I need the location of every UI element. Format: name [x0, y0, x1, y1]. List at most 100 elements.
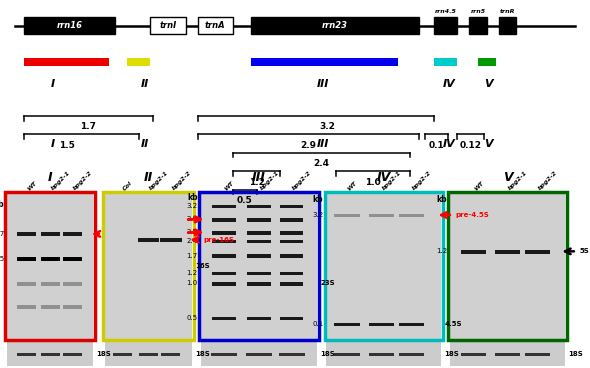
- Bar: [247, 272, 271, 275]
- Text: 18S: 18S: [568, 351, 583, 357]
- Text: I: I: [51, 139, 55, 149]
- Text: pre-4.5S: pre-4.5S: [455, 212, 490, 218]
- Bar: [448, 192, 567, 340]
- Bar: [137, 238, 159, 242]
- Bar: [326, 193, 441, 339]
- Bar: [525, 250, 550, 254]
- Text: 0.5: 0.5: [186, 315, 198, 321]
- Text: 3.2: 3.2: [186, 203, 198, 209]
- Bar: [24, 18, 115, 34]
- Text: IV: IV: [443, 139, 456, 149]
- Bar: [24, 58, 109, 66]
- Text: 18S: 18S: [195, 351, 209, 357]
- Bar: [212, 282, 235, 286]
- Text: bpg2-1: bpg2-1: [507, 170, 529, 191]
- Text: kb: kb: [187, 193, 198, 202]
- Bar: [247, 218, 271, 222]
- Text: 1.7: 1.7: [80, 122, 97, 131]
- Bar: [450, 342, 565, 366]
- Bar: [525, 353, 550, 356]
- Text: 1.2: 1.2: [186, 270, 198, 276]
- Text: rrn5: rrn5: [470, 9, 486, 14]
- Text: kb: kb: [313, 195, 323, 204]
- Text: 1.7: 1.7: [186, 253, 198, 259]
- Bar: [461, 250, 486, 254]
- Text: bpg2-2: bpg2-2: [411, 170, 432, 191]
- Text: 0.12: 0.12: [460, 141, 481, 150]
- Bar: [201, 193, 317, 339]
- Bar: [199, 192, 319, 340]
- Bar: [280, 205, 303, 209]
- Bar: [279, 353, 304, 356]
- Bar: [212, 205, 235, 209]
- Text: WT: WT: [347, 180, 358, 191]
- Bar: [247, 282, 271, 286]
- Bar: [17, 353, 35, 356]
- Text: WT: WT: [224, 180, 235, 191]
- Bar: [5, 192, 95, 340]
- Bar: [247, 317, 271, 321]
- Bar: [17, 233, 35, 236]
- Text: 1.5: 1.5: [60, 141, 76, 150]
- Text: 18S: 18S: [320, 351, 335, 357]
- Bar: [461, 353, 486, 356]
- Bar: [495, 353, 520, 356]
- Bar: [212, 272, 235, 275]
- Bar: [63, 305, 82, 309]
- Bar: [434, 18, 457, 34]
- Bar: [280, 240, 303, 243]
- Bar: [335, 213, 360, 217]
- Bar: [469, 18, 487, 34]
- Text: 23S: 23S: [320, 280, 335, 286]
- Text: 4.5S: 4.5S: [444, 321, 462, 327]
- Text: bpg2-2: bpg2-2: [537, 170, 559, 191]
- Bar: [369, 213, 394, 217]
- Bar: [212, 317, 235, 321]
- Text: 2.9: 2.9: [300, 141, 316, 150]
- Bar: [251, 58, 398, 66]
- Text: rrn16: rrn16: [56, 21, 83, 30]
- Text: 3.2: 3.2: [312, 212, 323, 218]
- Text: 16S: 16S: [195, 263, 209, 269]
- Text: bpg2-1: bpg2-1: [50, 170, 71, 191]
- Text: trnA: trnA: [205, 21, 225, 30]
- Bar: [7, 193, 93, 339]
- Text: 1.2: 1.2: [249, 177, 264, 187]
- Text: 1.0: 1.0: [365, 177, 381, 187]
- Bar: [41, 282, 60, 286]
- Text: rrn23: rrn23: [322, 21, 348, 30]
- Bar: [335, 322, 360, 326]
- Text: Col: Col: [122, 180, 134, 191]
- Bar: [324, 192, 443, 340]
- Text: bpg2-2: bpg2-2: [73, 170, 94, 191]
- Text: III: III: [317, 79, 329, 89]
- Text: trnI: trnI: [159, 21, 177, 30]
- Text: 2.5: 2.5: [186, 229, 198, 236]
- Bar: [212, 218, 235, 222]
- Text: 2.4: 2.4: [313, 159, 330, 168]
- Text: 2.9: 2.9: [186, 216, 198, 222]
- Text: 1.2: 1.2: [436, 248, 447, 254]
- Bar: [7, 342, 93, 366]
- Text: WT: WT: [26, 180, 37, 191]
- Text: 18S: 18S: [96, 351, 111, 357]
- Bar: [41, 233, 60, 236]
- Bar: [246, 353, 272, 356]
- Text: 0.1: 0.1: [312, 321, 323, 327]
- Bar: [326, 342, 441, 366]
- Text: II: II: [140, 139, 149, 149]
- Bar: [103, 192, 194, 340]
- Bar: [17, 257, 35, 261]
- Bar: [399, 353, 424, 356]
- Bar: [434, 58, 457, 66]
- Text: IV: IV: [443, 79, 456, 89]
- Bar: [139, 353, 158, 356]
- Text: bpg2-2: bpg2-2: [291, 170, 313, 191]
- Text: bpg2-2: bpg2-2: [171, 170, 192, 191]
- Bar: [280, 282, 303, 286]
- Bar: [280, 272, 303, 275]
- Bar: [198, 18, 233, 34]
- Text: 0.1: 0.1: [429, 141, 444, 150]
- Bar: [63, 257, 82, 261]
- Bar: [247, 205, 271, 209]
